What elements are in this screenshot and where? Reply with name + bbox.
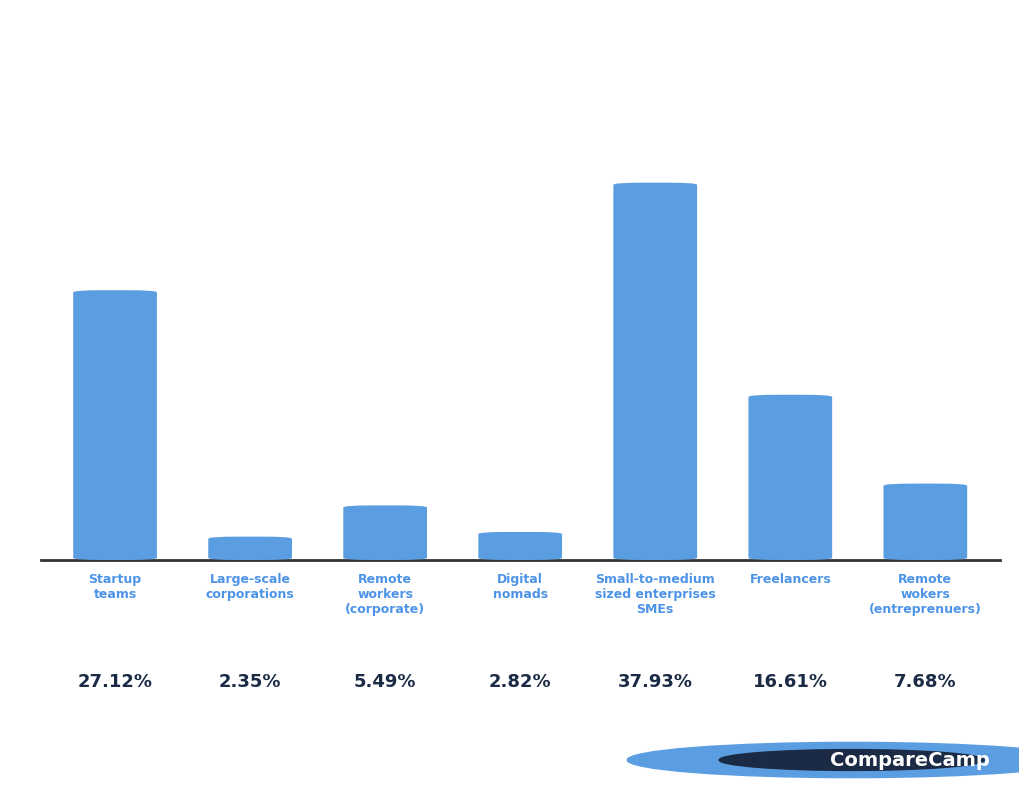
FancyBboxPatch shape	[478, 532, 561, 560]
Text: of Coworking Space Users: of Coworking Space Users	[204, 81, 815, 123]
FancyBboxPatch shape	[882, 484, 966, 560]
Text: CompareCamp: CompareCamp	[828, 750, 988, 770]
Text: 2.35%: 2.35%	[219, 673, 281, 691]
FancyBboxPatch shape	[612, 182, 696, 560]
Text: 7.68%: 7.68%	[893, 673, 956, 691]
FancyBboxPatch shape	[343, 506, 427, 560]
FancyBboxPatch shape	[748, 394, 832, 560]
Text: Freelancers: Freelancers	[749, 573, 830, 586]
FancyBboxPatch shape	[73, 290, 157, 560]
Text: 27.12%: 27.12%	[77, 673, 153, 691]
Text: Large-scale
corporations: Large-scale corporations	[206, 573, 294, 601]
Text: 5.49%: 5.49%	[354, 673, 416, 691]
Text: Source: coworkinginsights.com: Source: coworkinginsights.com	[31, 751, 289, 769]
FancyBboxPatch shape	[208, 537, 291, 560]
Text: Remote
wokers
(entreprenuers): Remote wokers (entreprenuers)	[868, 573, 981, 616]
Circle shape	[627, 742, 1019, 778]
Text: 16.61%: 16.61%	[752, 673, 827, 691]
Text: Small-to-medium
sized enterprises
SMEs: Small-to-medium sized enterprises SMEs	[594, 573, 715, 616]
Circle shape	[718, 750, 983, 770]
Text: Startup
teams: Startup teams	[89, 573, 142, 601]
Text: Digital
nomads: Digital nomads	[492, 573, 547, 601]
Text: Most Common Demographics: Most Common Demographics	[168, 26, 851, 69]
Text: Remote
workers
(corporate): Remote workers (corporate)	[344, 573, 425, 616]
Text: 2.82%: 2.82%	[488, 673, 551, 691]
Text: 37.93%: 37.93%	[618, 673, 692, 691]
